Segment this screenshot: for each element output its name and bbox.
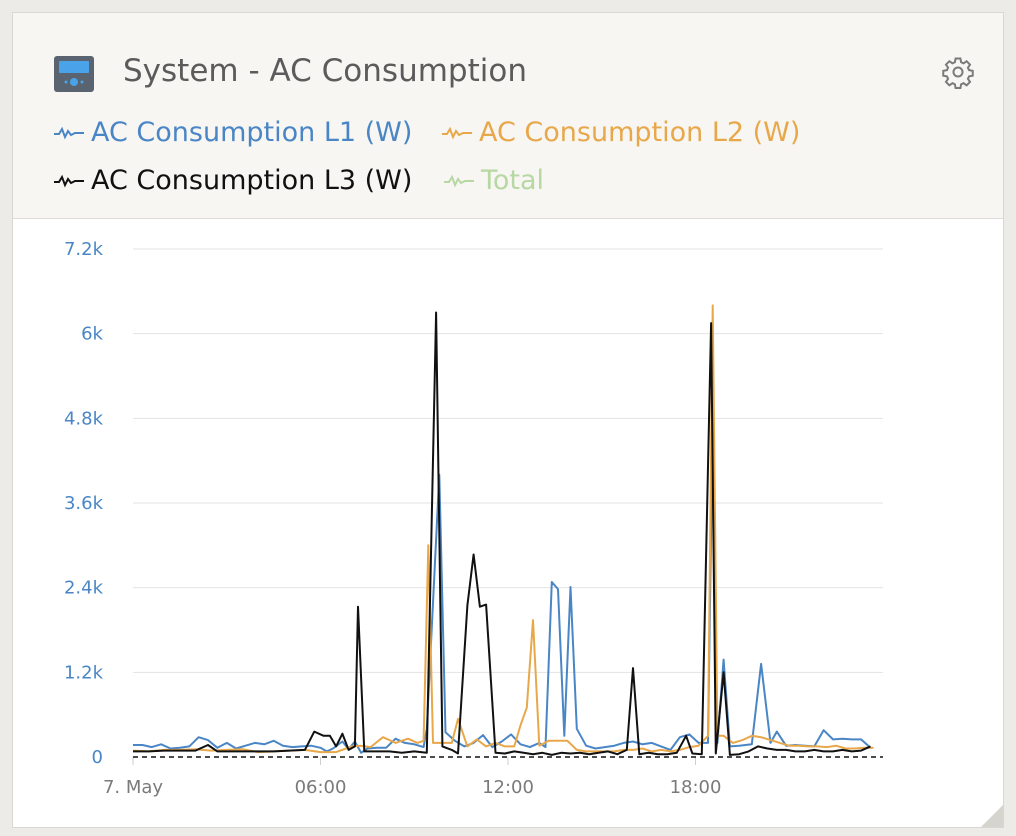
legend-line-icon: [54, 126, 84, 139]
y-tick-label: 7.2k: [64, 239, 104, 260]
y-tick-label: 4.8k: [64, 408, 104, 429]
legend-line-icon: [442, 126, 472, 139]
y-tick-label: 6k: [81, 324, 103, 345]
legend-line-icon: [54, 174, 84, 187]
chart-widget: System - AC Consumption AC Consumption L…: [12, 12, 1004, 828]
device-monitor-icon: [54, 56, 94, 92]
legend-label: AC Consumption L1 (W): [91, 117, 413, 148]
legend-item-l3[interactable]: AC Consumption L3 (W): [53, 165, 412, 196]
legend-item-total[interactable]: Total: [443, 165, 544, 196]
x-tick-label: 18:00: [670, 777, 722, 798]
widget-header: System - AC Consumption AC Consumption L…: [13, 13, 1003, 219]
legend-line-icon: [444, 174, 474, 187]
series-line-3: [133, 311, 871, 756]
gear-icon[interactable]: [941, 55, 975, 89]
y-tick-label: 1.2k: [64, 662, 104, 683]
y-tick-label: 0: [92, 747, 103, 768]
series-line-2: [132, 304, 874, 754]
series-line-1: [133, 417, 872, 754]
legend-label: Total: [481, 165, 545, 196]
resize-handle-icon[interactable]: [977, 801, 1003, 827]
legend-item-l2[interactable]: AC Consumption L2 (W): [441, 117, 800, 148]
x-tick-label: 7. May: [103, 777, 163, 798]
y-tick-label: 3.6k: [64, 493, 104, 514]
x-tick-label: 12:00: [482, 777, 534, 798]
legend-label: AC Consumption L3 (W): [91, 165, 413, 196]
y-tick-label: 2.4k: [64, 578, 104, 599]
legend-label: AC Consumption L2 (W): [479, 117, 801, 148]
widget-title: System - AC Consumption: [123, 53, 527, 89]
legend-item-l1[interactable]: AC Consumption L1 (W): [53, 117, 412, 148]
line-chart: 0 1.2k 2.4k 3.6k 4.8k 6k 7.2k 7. May 06:00 12:00 1…: [64, 239, 883, 798]
x-tick-label: 06:00: [295, 777, 347, 798]
